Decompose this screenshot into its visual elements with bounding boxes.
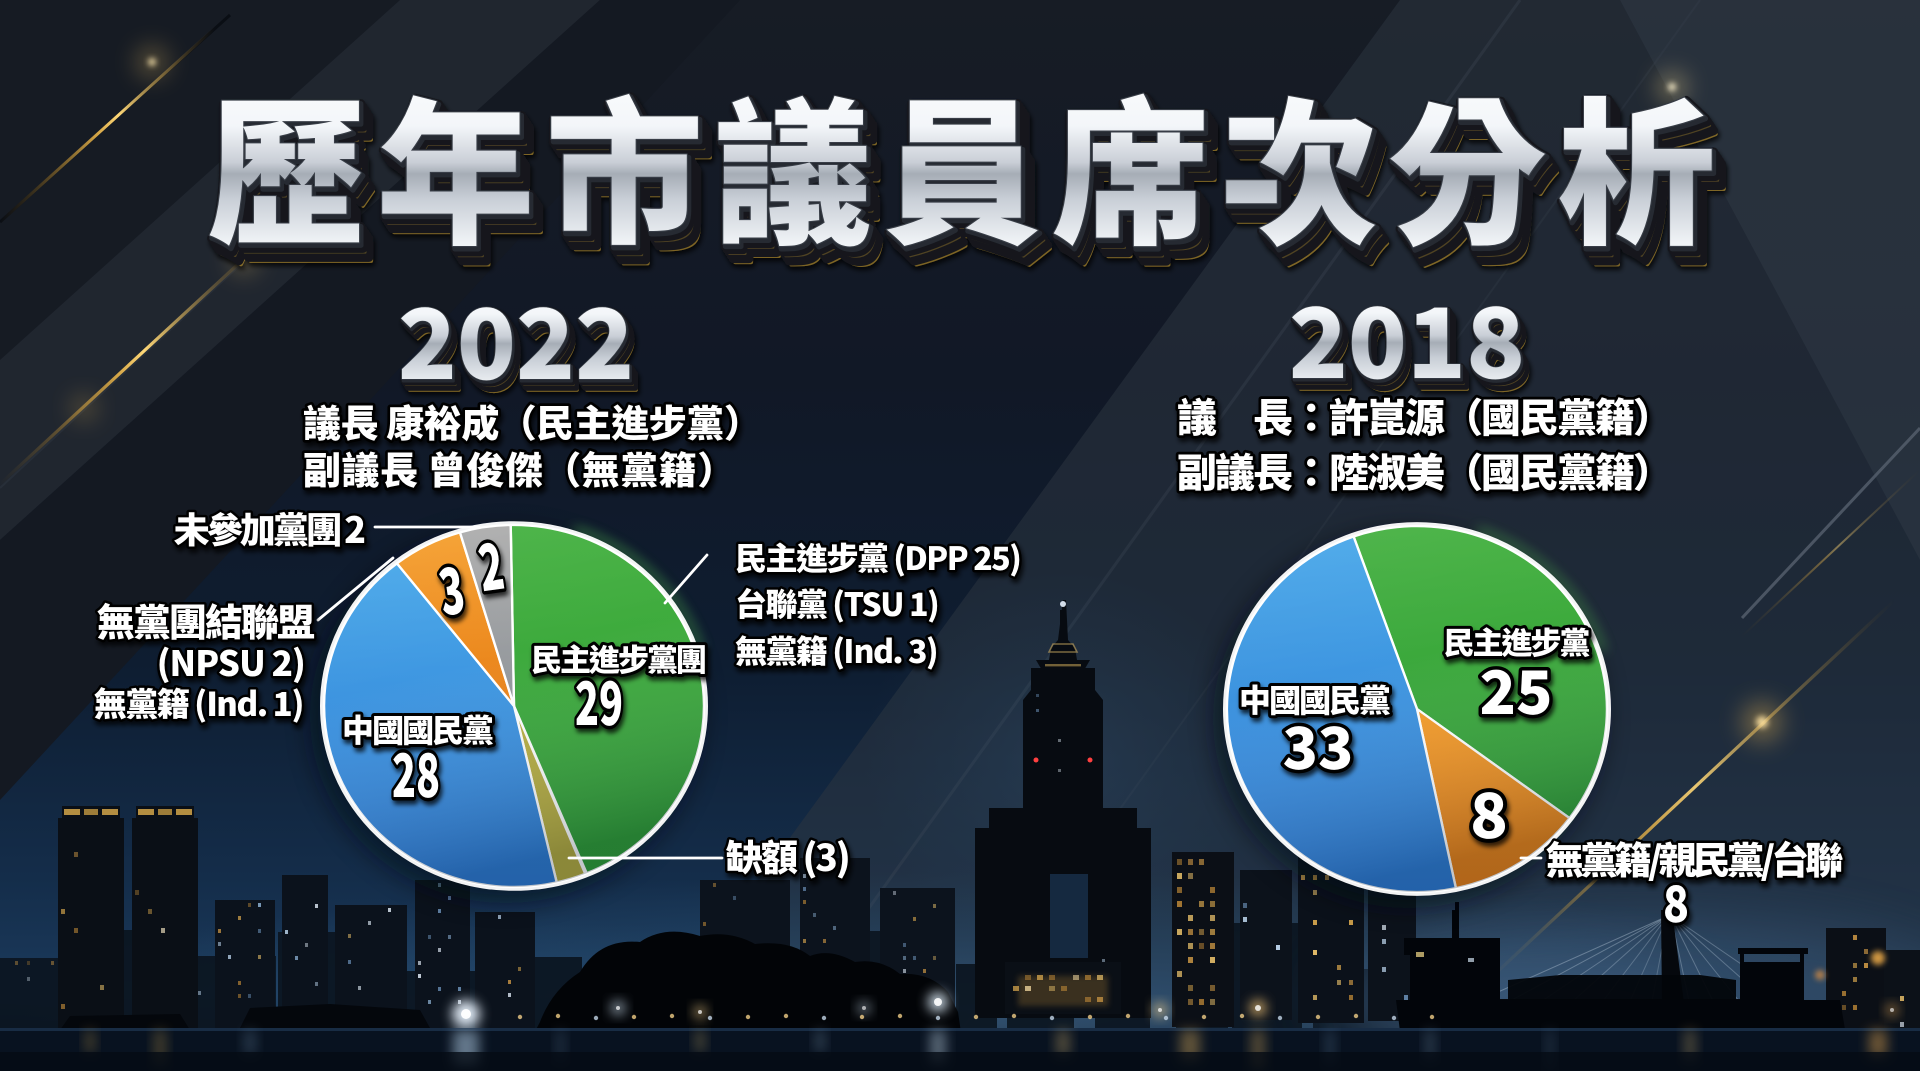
svg-text:2022: 2022: [401, 272, 637, 413]
svg-text:2022: 2022: [402, 272, 638, 413]
svg-text:無黨籍/親民黨/台聯: 無黨籍/親民黨/台聯: [1546, 830, 1843, 885]
svg-text:2018: 2018: [1290, 267, 1526, 408]
svg-text:2018: 2018: [1295, 274, 1531, 415]
svg-text:未參加黨團 2: 未參加黨團 2: [174, 502, 365, 554]
svg-text:缺額 (3): 缺額 (3): [726, 828, 849, 882]
svg-text:無黨籍 (Ind. 3): 無黨籍 (Ind. 3): [735, 627, 937, 673]
svg-text:28: 28: [392, 728, 440, 815]
svg-text:2022: 2022: [405, 277, 641, 418]
svg-text:2022: 2022: [400, 270, 636, 411]
svg-text:2018: 2018: [1294, 272, 1530, 413]
svg-text:25: 25: [1479, 645, 1552, 732]
svg-text:台聯黨 (TSU 1): 台聯黨 (TSU 1): [735, 580, 938, 626]
svg-text:歷年市議員席次分析: 歷年市議員席次分析: [214, 58, 1732, 287]
svg-text:民主進步黨 (DPP 25): 民主進步黨 (DPP 25): [735, 534, 1021, 580]
svg-text:議長 康裕成（民主進步黨）: 議長 康裕成（民主進步黨）: [303, 393, 761, 448]
svg-text:8: 8: [1663, 865, 1689, 937]
svg-text:中國國民黨: 中國國民黨: [342, 706, 493, 752]
svg-text:8: 8: [1470, 766, 1508, 856]
svg-text:歷年市議員席次分析: 歷年市議員席次分析: [216, 60, 1734, 289]
svg-text:2018: 2018: [1292, 271, 1528, 412]
svg-text:2022: 2022: [399, 268, 635, 409]
svg-text:2018: 2018: [1296, 276, 1532, 417]
svg-text:中國國民黨: 中國國民黨: [1239, 676, 1390, 722]
svg-text:2018: 2018: [1291, 269, 1527, 410]
svg-text:民主進步黨團: 民主進步黨團: [531, 635, 705, 680]
svg-text:(NPSU 2): (NPSU 2): [156, 636, 305, 687]
svg-text:副議長 曾俊傑（無黨籍）: 副議長 曾俊傑（無黨籍）: [303, 440, 736, 495]
svg-text:議 長：許崑源（國民黨籍）: 議 長：許崑源（國民黨籍）: [1177, 386, 1671, 444]
svg-text:2022: 2022: [399, 268, 635, 409]
svg-text:2018: 2018: [1290, 267, 1526, 408]
svg-text:歷年市議員席次分析: 歷年市議員席次分析: [210, 51, 1728, 280]
svg-text:無黨團結聯盟: 無黨團結聯盟: [97, 592, 315, 647]
svg-text:33: 33: [1283, 702, 1354, 786]
svg-text:2022: 2022: [404, 275, 640, 416]
svg-text:副議長：陸淑美（國民黨籍）: 副議長：陸淑美（國民黨籍）: [1177, 441, 1671, 499]
svg-text:2018: 2018: [1293, 271, 1529, 412]
svg-text:歷年市議員席次分析: 歷年市議員席次分析: [214, 57, 1732, 286]
svg-text:2022: 2022: [398, 266, 634, 407]
svg-text:2022: 2022: [403, 273, 639, 414]
svg-text:歷年市議員席次分析: 歷年市議員席次分析: [212, 54, 1730, 283]
svg-text:29: 29: [575, 656, 623, 743]
svg-text:歷年市議員席次分析: 歷年市議員席次分析: [210, 51, 1728, 280]
svg-text:2018: 2018: [1289, 265, 1525, 406]
svg-text:歷年市議員席次分析: 歷年市議員席次分析: [220, 67, 1738, 296]
svg-text:民主進步黨: 民主進步黨: [1444, 618, 1590, 663]
svg-text:歷年市議員席次分析: 歷年市議員席次分析: [208, 48, 1726, 277]
svg-text:無黨籍 (Ind. 1): 無黨籍 (Ind. 1): [94, 678, 303, 726]
svg-text:歷年市議員席次分析: 歷年市議員席次分析: [218, 63, 1736, 292]
